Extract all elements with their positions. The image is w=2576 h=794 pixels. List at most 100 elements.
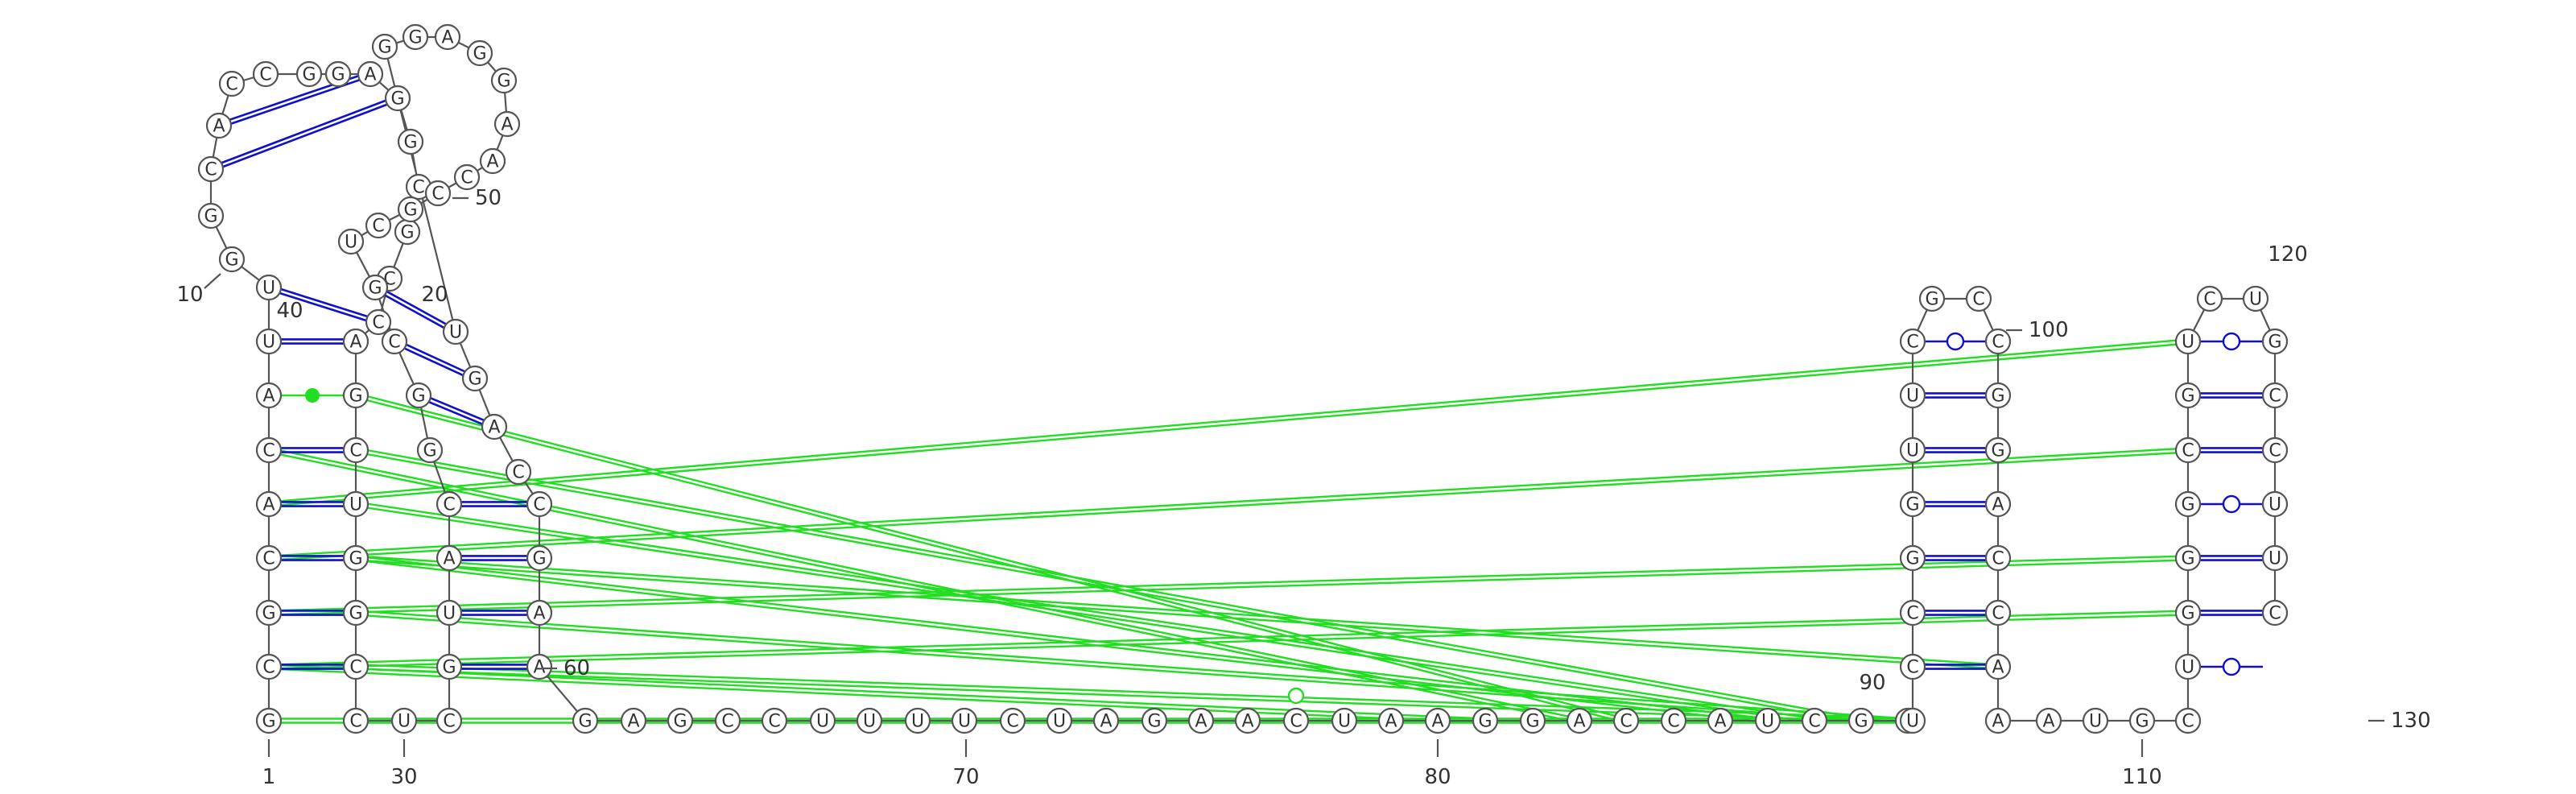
nucleotide-124: C	[2261, 382, 2289, 409]
tertiary-interaction-line	[268, 447, 2189, 557]
nucleotide-54: G	[371, 33, 398, 60]
nucleotide-circle	[365, 212, 392, 239]
nucleotide-126: U	[2261, 490, 2289, 518]
nucleotide-10: G	[218, 246, 246, 273]
nucleotide-circle	[295, 60, 323, 88]
nucleotide-69: U	[856, 707, 883, 734]
nucleotide-circle	[397, 196, 424, 223]
nucleotide-circle	[1424, 707, 1451, 734]
nucleotide-letter: C	[2268, 387, 2281, 407]
nucleotide-circle	[2261, 436, 2289, 464]
base-pair-line	[280, 287, 368, 318]
nucleotide-letter: C	[259, 65, 271, 85]
nucleotide-circle	[1801, 707, 1828, 734]
nucleotide-letter: U	[2182, 658, 2194, 678]
nucleotide-circle	[1984, 328, 2012, 355]
nucleotide-letter: A	[349, 333, 361, 353]
tertiary-interaction-line	[268, 342, 2189, 507]
nucleotide-83: G	[1519, 707, 1546, 734]
tertiary-interaction-line	[268, 451, 1580, 724]
nucleotide-109: A	[1984, 707, 2012, 734]
nucleotide-letter: C	[262, 658, 275, 678]
nucleotide-letter: G	[423, 441, 436, 461]
nucleotide-41: C	[381, 328, 408, 355]
base-pair-line	[406, 343, 466, 373]
nucleotide-circle	[999, 707, 1026, 734]
nucleotide-letter: C	[443, 495, 455, 515]
tertiary-interaction-line	[268, 614, 2189, 670]
nucleotide-113: C	[2174, 707, 2202, 734]
nucleotide-55: U	[442, 318, 469, 345]
nucleotide-48: A	[479, 147, 506, 175]
nucleotide-letter: G	[403, 201, 417, 221]
nucleotide-circle	[424, 180, 452, 207]
nucleotide-78: C	[1282, 707, 1310, 734]
nucleotide-circle	[255, 382, 283, 409]
nucleotide-62: A	[526, 653, 553, 680]
tertiary-marker	[1287, 687, 1305, 705]
nucleotide-letter: G	[1925, 290, 1938, 310]
nucleotide-27: C	[342, 436, 369, 464]
nucleotide-73: U	[1046, 707, 1073, 734]
nucleotide-circle	[436, 599, 463, 627]
nucleotide-115: G	[2174, 599, 2202, 627]
position-tick	[204, 273, 221, 289]
nucleotide-circle	[1984, 599, 2012, 627]
gu-pair-marker	[1946, 332, 1965, 351]
nucleotide-24: C	[365, 308, 392, 336]
nucleotide-117: G	[2174, 490, 2202, 518]
nucleotide-circle	[1234, 707, 1261, 734]
nucleotide-circle	[1660, 707, 1687, 734]
nucleotide-letter: U	[345, 233, 357, 253]
nucleotide-circle	[255, 436, 283, 464]
nucleotide-63: G	[572, 707, 599, 734]
nucleotide-letter: C	[1992, 549, 2004, 569]
nucleotide-circle	[1918, 285, 1946, 312]
nucleotide-letter: G	[1991, 387, 2004, 407]
nucleotide-letter: C	[431, 184, 444, 205]
nucleotide-letter: C	[412, 178, 424, 198]
position-label-40: 40	[276, 299, 303, 323]
nucleotide-letter: A	[262, 387, 275, 407]
tertiary-interaction-line	[355, 555, 1999, 666]
position-label-20: 20	[421, 283, 448, 307]
nucleotide-letter: A	[443, 549, 455, 569]
nucleotide-letter: U	[449, 323, 462, 343]
nucleotide-7: A	[255, 382, 283, 409]
position-label-60: 60	[564, 656, 590, 680]
nucleotide-circle	[218, 70, 246, 97]
nucleotide-33: U	[390, 707, 418, 734]
nucleotide-49: A	[493, 110, 521, 138]
nucleotide-50: G	[490, 67, 518, 94]
nucleotide-letter: A	[441, 28, 453, 48]
nucleotide-circle	[197, 155, 225, 183]
nucleotide-circle	[1899, 490, 1926, 518]
nucleotide-letter: G	[468, 370, 481, 390]
nucleotide-circle	[2261, 328, 2289, 355]
nucleotide-letter: C	[2182, 712, 2194, 732]
nucleotide-letter: C	[372, 313, 384, 333]
nucleotide-circle	[255, 544, 283, 572]
nucleotide-letter: G	[368, 279, 382, 299]
nucleotide-letter: G	[1854, 712, 1868, 732]
nucleotide-5: A	[255, 490, 283, 518]
nucleotide-letter: C	[443, 712, 455, 732]
nucleotide-circle	[2128, 707, 2156, 734]
nucleotide-3: G	[255, 599, 283, 627]
tertiary-interaction-line	[268, 338, 2189, 503]
nucleotide-circle	[2174, 436, 2202, 464]
nucleotide-52: A	[434, 23, 461, 51]
nucleotide-72: C	[999, 707, 1026, 734]
nucleotide-2: C	[255, 653, 283, 680]
tertiary-interaction-line	[355, 396, 1627, 724]
nucleotide-34: C	[436, 707, 463, 734]
nucleotide-87: A	[1707, 707, 1734, 734]
nucleotide-61: A	[526, 599, 553, 627]
nucleotide-letter: A	[488, 418, 500, 438]
nucleotide-circle	[1092, 707, 1120, 734]
base-pair-line	[222, 103, 388, 168]
nucleotide-letter: G	[2181, 387, 2194, 407]
nucleotide-circle	[1899, 382, 1926, 409]
nucleotide-95: G	[1899, 544, 1926, 572]
nucleotide-letter: U	[1761, 712, 1774, 732]
